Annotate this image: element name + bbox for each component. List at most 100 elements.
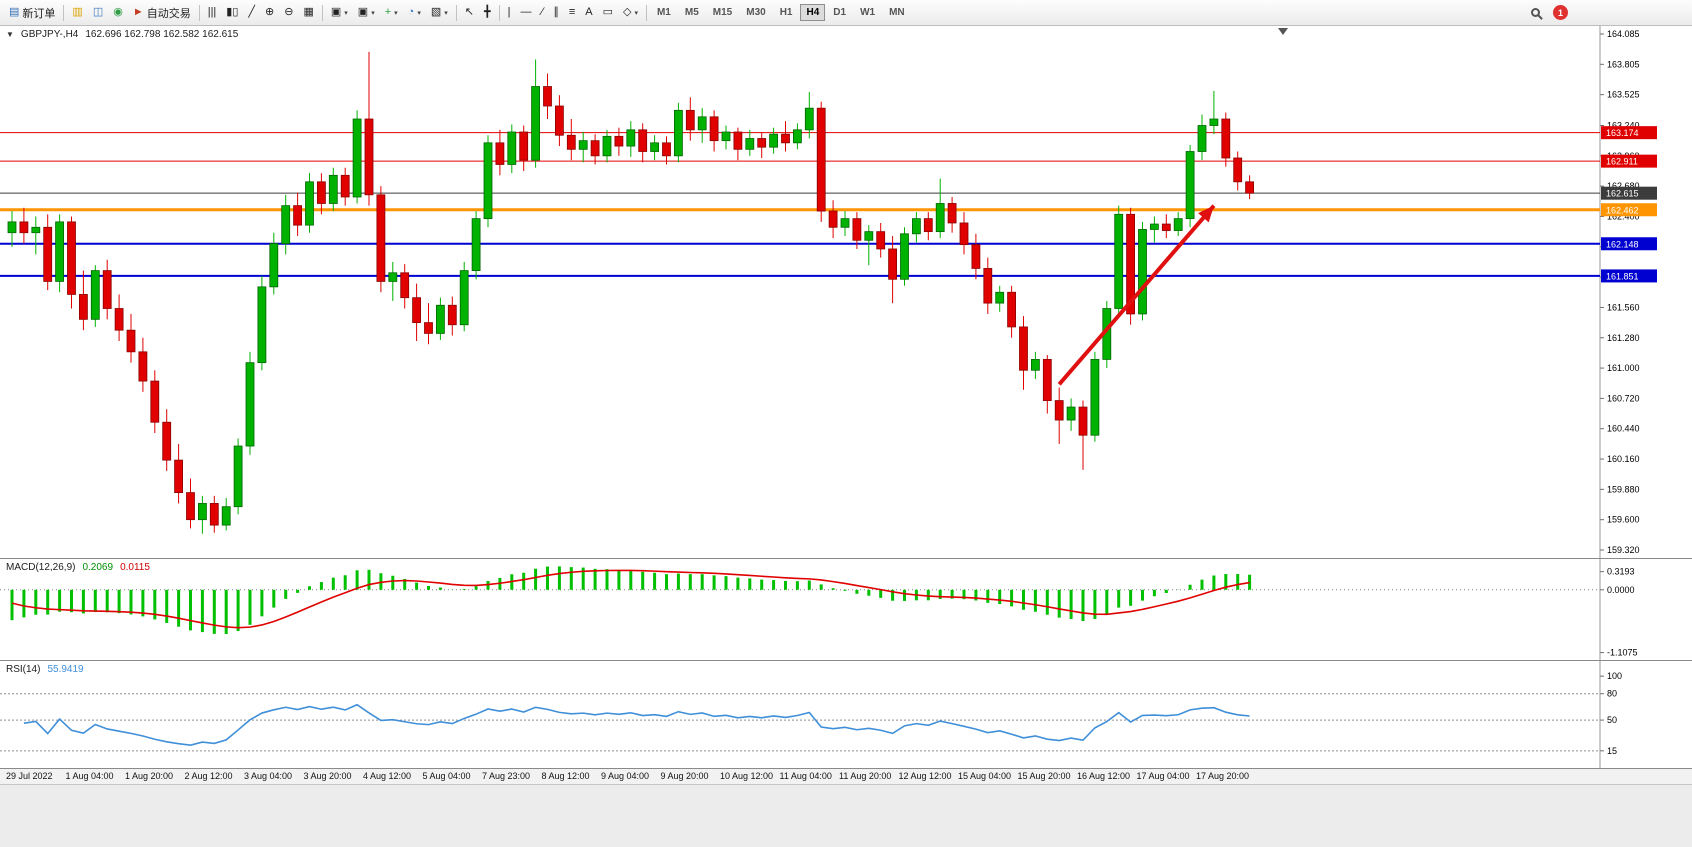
vertical-line-button[interactable]: | bbox=[503, 3, 516, 23]
line-chart-icon: ╱ bbox=[248, 6, 256, 18]
bar-chart-button[interactable]: ||| bbox=[203, 3, 222, 23]
svg-text:162.911: 162.911 bbox=[1606, 157, 1638, 167]
auto-arrange-icon: ▣ bbox=[357, 6, 369, 18]
timeframe-d1-button[interactable]: D1 bbox=[827, 4, 852, 21]
line-chart-button[interactable]: ╱ bbox=[243, 3, 260, 23]
refresh-button[interactable]: ◉ bbox=[108, 3, 128, 23]
svg-text:100: 100 bbox=[1607, 671, 1622, 681]
time-axis-label: 12 Aug 12:00 bbox=[898, 771, 952, 781]
horizontal-line-button[interactable]: — bbox=[515, 3, 536, 23]
time-axis[interactable]: 29 Jul 2022 1 Aug 04:00 1 Aug 20:00 2 Aug 1… bbox=[0, 768, 1692, 784]
zoom-out-icon: ⊖ bbox=[284, 6, 294, 18]
charts-button[interactable]: ▥ bbox=[67, 3, 87, 23]
time-axis-label: 15 Aug 04:00 bbox=[958, 771, 1012, 781]
text-button[interactable]: A bbox=[580, 3, 597, 23]
macd-chart[interactable]: 0.3193 0.0000 -1.1075 bbox=[0, 559, 1692, 660]
time-axis-label: 11 Aug 20:00 bbox=[839, 771, 892, 781]
new-order-button[interactable]: ▤ 新订单 bbox=[4, 3, 60, 23]
equidistant-channel-button[interactable]: ∥ bbox=[548, 3, 564, 23]
profiles-button[interactable]: ◫ bbox=[88, 3, 108, 23]
svg-text:161.000: 161.000 bbox=[1607, 363, 1640, 373]
time-axis-label: 16 Aug 12:00 bbox=[1077, 771, 1131, 781]
time-axis-label: 5 Aug 04:00 bbox=[422, 771, 471, 781]
timeframe-m1-button[interactable]: M1 bbox=[651, 4, 677, 21]
cursor-icon: ↖ bbox=[464, 6, 474, 18]
svg-text:162.462: 162.462 bbox=[1606, 205, 1639, 215]
zoom-in-icon: ⊕ bbox=[265, 6, 275, 18]
trend-arrow bbox=[1198, 205, 1214, 223]
svg-text:160.160: 160.160 bbox=[1607, 454, 1640, 464]
price-chart-panel: 164.085163.805163.525163.240162.960162.6… bbox=[0, 26, 1692, 558]
templates-button[interactable]: ▧ ▾ bbox=[426, 3, 453, 23]
svg-text:0.0000: 0.0000 bbox=[1607, 585, 1635, 595]
equidistant-channel-icon: ∥ bbox=[553, 6, 559, 18]
label-button[interactable]: ▭ bbox=[598, 3, 618, 23]
autotrading-button[interactable]: ► 自动交易 bbox=[128, 3, 196, 23]
crosshair-icon: ╋ bbox=[483, 6, 491, 18]
svg-text:162.680: 162.680 bbox=[1607, 181, 1640, 191]
vertical-line-icon: | bbox=[507, 6, 511, 18]
dropdown-caret-icon: ▾ bbox=[444, 9, 448, 17]
zoom-in-button[interactable]: ⊕ bbox=[260, 3, 279, 23]
label-icon: ▭ bbox=[602, 6, 613, 18]
text-icon: A bbox=[585, 6, 593, 18]
toolbar-buttons: ▤ 新订单 ▥ ◫ ◉ ► 自动交易 ||| ▮▯ ╱ ⊕ ⊖ ▦ ▣ ▾ ▣ ▾ + ▾ ◔ ▾ ▧ ▾ ↖ ╋ | — ∕ ∥ ≡ A ▭… bbox=[4, 3, 650, 23]
new-order-icon: ▤ bbox=[9, 6, 20, 18]
timeframe-m5-button[interactable]: M5 bbox=[679, 4, 705, 21]
svg-text:163.525: 163.525 bbox=[1607, 90, 1640, 100]
objects-button[interactable]: ◇ ▾ bbox=[618, 3, 643, 23]
svg-text:160.720: 160.720 bbox=[1607, 393, 1640, 403]
time-axis-label: 11 Aug 04:00 bbox=[779, 771, 832, 781]
svg-text:161.560: 161.560 bbox=[1607, 302, 1640, 312]
autotrading-label: 自动交易 bbox=[146, 7, 191, 20]
candlestick-chart[interactable]: 164.085163.805163.525163.240162.960162.6… bbox=[0, 26, 1692, 558]
periods-icon: ◔ bbox=[407, 6, 415, 18]
autotrading-icon: ► bbox=[132, 6, 144, 18]
svg-text:161.851: 161.851 bbox=[1606, 271, 1639, 281]
toolbar: ▤ 新订单 ▥ ◫ ◉ ► 自动交易 ||| ▮▯ ╱ ⊕ ⊖ ▦ ▣ ▾ ▣ ▾ + ▾ ◔ ▾ ▧ ▾ ↖ ╋ | — ∕ ∥ ≡ A ▭… bbox=[0, 0, 1692, 26]
svg-text:159.320: 159.320 bbox=[1607, 545, 1640, 555]
timeframe-w1-button[interactable]: W1 bbox=[854, 4, 881, 21]
rsi-chart[interactable]: 100 80 50 15 bbox=[0, 661, 1692, 768]
dropdown-caret-icon: ▾ bbox=[344, 9, 348, 17]
auto-arrange-button[interactable]: ▣ ▾ bbox=[353, 3, 380, 23]
time-axis-label: 1 Aug 04:00 bbox=[65, 771, 114, 781]
svg-text:160.440: 160.440 bbox=[1607, 424, 1640, 434]
notification-badge[interactable]: 1 bbox=[1553, 5, 1568, 20]
timeframe-mn-button[interactable]: MN bbox=[883, 4, 911, 21]
time-axis-label: 1 Aug 20:00 bbox=[125, 771, 174, 781]
svg-text:80: 80 bbox=[1607, 689, 1617, 699]
macd-panel: 0.3193 0.0000 -1.1075 MACD(12,26,9) 0.2069… bbox=[0, 558, 1692, 660]
timeframe-m15-button[interactable]: M15 bbox=[707, 4, 738, 21]
candlestick-chart-icon: ▮▯ bbox=[226, 6, 239, 18]
timeframe-h4-button[interactable]: H4 bbox=[800, 4, 826, 21]
bottom-strip bbox=[0, 784, 1692, 847]
cursor-button[interactable]: ↖ bbox=[460, 3, 479, 23]
candlestick-chart-button[interactable]: ▮▯ bbox=[221, 3, 243, 23]
toolbar-separator bbox=[63, 4, 65, 21]
timeframe-m30-button[interactable]: M30 bbox=[740, 4, 771, 21]
svg-text:15: 15 bbox=[1607, 746, 1617, 756]
arrange-windows-button[interactable]: ▣ ▾ bbox=[326, 3, 353, 23]
new-order-label: 新订单 bbox=[22, 7, 56, 20]
trendline-button[interactable]: ∕ bbox=[536, 3, 548, 23]
charts-icon: ▥ bbox=[72, 6, 83, 18]
templates-icon: ▧ bbox=[430, 6, 442, 18]
time-axis-label: 10 Aug 12:00 bbox=[720, 771, 774, 781]
time-axis-label: 3 Aug 20:00 bbox=[303, 771, 352, 781]
svg-text:159.600: 159.600 bbox=[1607, 515, 1640, 525]
add-indicator-button[interactable]: + ▾ bbox=[380, 3, 403, 23]
bar-chart-icon: ||| bbox=[207, 6, 217, 18]
search-button[interactable] bbox=[1525, 3, 1545, 23]
periods-button[interactable]: ◔ ▾ bbox=[403, 3, 426, 23]
dropdown-caret-icon: ▾ bbox=[371, 9, 375, 17]
dropdown-caret-icon: ▾ bbox=[394, 9, 398, 17]
crosshair-button[interactable]: ╋ bbox=[479, 3, 496, 23]
horizontal-line-icon: — bbox=[520, 6, 532, 18]
zoom-out-button[interactable]: ⊖ bbox=[279, 3, 298, 23]
tile-windows-button[interactable]: ▦ bbox=[298, 3, 318, 23]
fibonacci-button[interactable]: ≡ bbox=[564, 3, 580, 23]
timeframe-h1-button[interactable]: H1 bbox=[774, 4, 799, 21]
svg-text:162.148: 162.148 bbox=[1606, 239, 1639, 249]
tile-windows-icon: ▦ bbox=[303, 6, 314, 18]
